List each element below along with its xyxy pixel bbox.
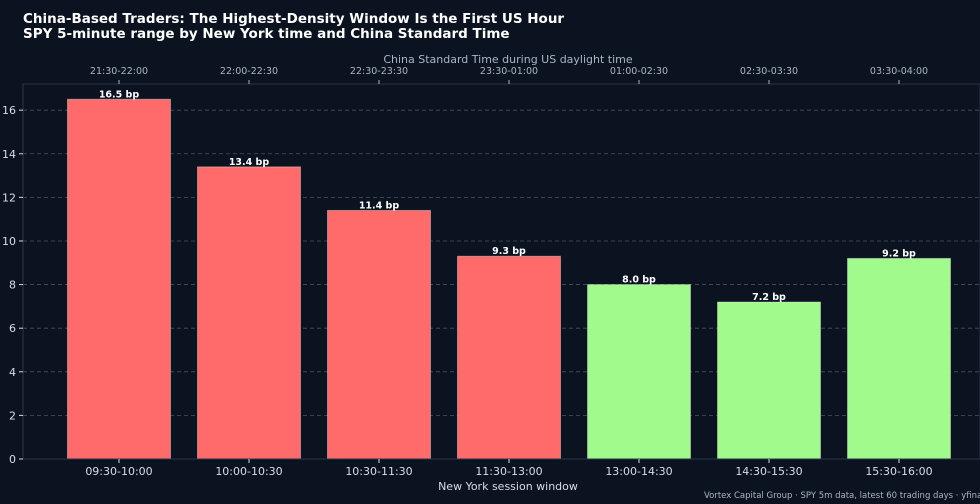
top-x-tick-label: 22:00-22:30 [220, 66, 278, 77]
bar [847, 257, 951, 460]
bar [67, 98, 171, 460]
y-tick-label: 8 [9, 279, 16, 292]
x-tick-label: 13:00-14:30 [605, 465, 672, 478]
bar-value-label: 13.4 bp [229, 157, 270, 168]
plot-frame [22, 83, 980, 460]
bar-value-label: 9.2 bp [882, 248, 916, 259]
top-x-tick-label: 03:30-04:00 [870, 66, 928, 77]
y-tick-label: 10 [2, 235, 16, 248]
top-x-tick-label: 22:30-23:30 [350, 66, 408, 77]
bar-value-label: 16.5 bp [99, 89, 140, 100]
bar-value-label: 9.3 bp [492, 246, 526, 257]
top-x-tick-label: 23:30-01:00 [480, 66, 538, 77]
bar [457, 255, 561, 460]
footer-note: Vortex Capital Group · SPY 5m data, late… [704, 491, 980, 501]
y-tick-label: 2 [9, 409, 16, 422]
y-tick-label: 16 [2, 104, 16, 117]
x-tick-label: 15:30-16:00 [865, 465, 932, 478]
top-x-tick-label: 21:30-22:00 [90, 66, 148, 77]
top-x-tick-label: 02:30-03:30 [740, 66, 798, 77]
axes: 0 2 4 6 8 10 12 14 16 09:30-10:00 21:30-22:00 10:00… [2, 66, 980, 478]
x-tick-label: 14:30-15:30 [735, 465, 802, 478]
bar [717, 301, 821, 460]
bar [587, 284, 691, 460]
y-tick-label: 12 [2, 191, 16, 204]
y-tick-label: 6 [9, 322, 16, 335]
bar-value-label: 7.2 bp [752, 292, 786, 303]
x-tick-label: 10:30-11:30 [345, 465, 412, 478]
bars [67, 98, 951, 460]
chart-title: China-Based Traders: The Highest-Density… [23, 11, 565, 42]
x-tick-label: 09:30-10:00 [85, 465, 152, 478]
top-axis-label: China Standard Time during US daylight t… [383, 53, 633, 66]
bar [197, 166, 301, 460]
x-axis-label: New York session window [438, 480, 578, 493]
bar [327, 209, 431, 460]
y-tick-label: 0 [9, 453, 16, 466]
bar-value-label: 11.4 bp [359, 200, 400, 211]
x-tick-label: 11:30-13:00 [475, 465, 542, 478]
y-tick-label: 14 [2, 148, 16, 161]
top-x-tick-label: 01:00-02:30 [610, 66, 668, 77]
x-tick-label: 10:00-10:30 [215, 465, 282, 478]
bar-value-labels: 16.5 bp 13.4 bp 11.4 bp 9.3 bp 8.0 bp 7.2 bp 9… [99, 89, 916, 303]
bar-value-label: 8.0 bp [622, 275, 656, 286]
y-tick-label: 4 [9, 366, 16, 379]
